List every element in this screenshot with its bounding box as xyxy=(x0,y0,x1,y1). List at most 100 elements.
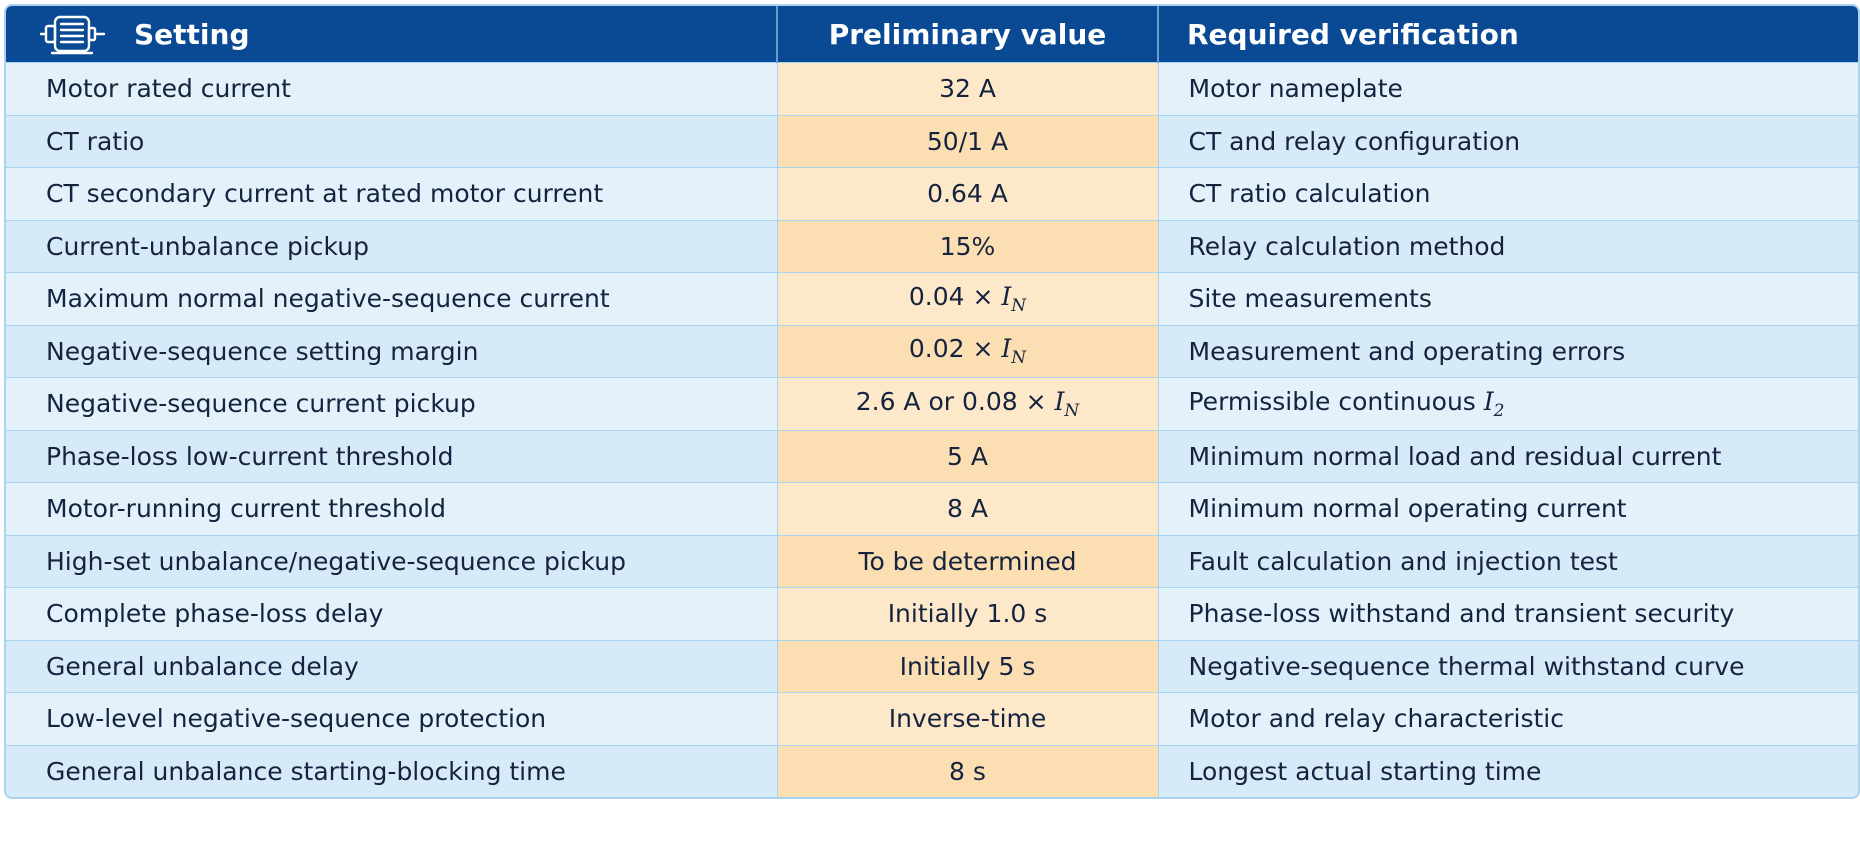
preliminary-value-text: 5 A xyxy=(947,441,988,471)
header-setting: Setting xyxy=(6,6,778,63)
preliminary-value-cell: 8 s xyxy=(777,744,1159,797)
preliminary-value-text: 50/1 A xyxy=(926,126,1009,156)
verification-text: Site measurements xyxy=(1188,284,1432,314)
preliminary-value-cell: Inverse-time xyxy=(777,692,1159,745)
setting-cell: Low-level negative-sequence protection xyxy=(6,692,778,745)
preliminary-value-cell: 0.04 × IN xyxy=(777,272,1159,325)
table-row: Motor rated current 32 A Motor nameplate xyxy=(6,62,1858,115)
verification-text: Minimum normal operating current xyxy=(1188,494,1627,524)
verification-text: Motor and relay characteristic xyxy=(1188,704,1564,734)
preliminary-value-cell: Initially 1.0 s xyxy=(777,587,1159,640)
verification-cell: Motor and relay characteristic xyxy=(1158,692,1858,745)
verification-text: CT and relay configuration xyxy=(1188,126,1521,156)
table-row: General unbalance delay Initially 5 s Nega… xyxy=(6,639,1858,693)
preliminary-value-text: 8 s xyxy=(949,756,986,786)
current-symbol-subscript: N xyxy=(1064,400,1080,421)
verification-text: Negative-sequence thermal withstand curv… xyxy=(1188,651,1745,681)
header-row: Setting Preliminary value Required verif… xyxy=(6,6,1858,63)
verification-cell: CT and relay configuration xyxy=(1158,114,1858,168)
verification-cell: Minimum normal operating current xyxy=(1158,482,1858,535)
setting-cell: CT secondary current at rated motor curr… xyxy=(6,167,778,220)
verification-cell: Measurement and operating errors xyxy=(1158,324,1858,378)
verification-cell: CT ratio calculation xyxy=(1158,167,1858,220)
verification-cell: Phase-loss withstand and transient secur… xyxy=(1158,587,1858,640)
setting-cell: High-set unbalance/negative-sequence pic… xyxy=(6,534,778,588)
preliminary-value-cell: 50/1 A xyxy=(777,114,1159,168)
setting-cell: Motor rated current xyxy=(6,62,778,115)
setting-cell: CT ratio xyxy=(6,114,778,168)
settings-table-container: Setting Preliminary value Required verif… xyxy=(4,4,1860,799)
verification-text: Permissible continuous xyxy=(1188,386,1484,416)
current-symbol: I2 xyxy=(1483,386,1505,421)
current-symbol-base: I xyxy=(1001,281,1012,311)
preliminary-value-cell: 15% xyxy=(777,219,1159,273)
preliminary-value-cell: 2.6 A or 0.08 × IN xyxy=(777,377,1159,430)
current-symbol-subscript: N xyxy=(1011,348,1027,369)
preliminary-value-text: Inverse-time xyxy=(888,704,1047,734)
current-symbol-base: I xyxy=(1054,386,1065,416)
header-setting-label: Setting xyxy=(134,17,250,51)
verification-text: Relay calculation method xyxy=(1188,231,1506,261)
setting-cell: General unbalance delay xyxy=(6,639,778,693)
motor-icon xyxy=(40,15,106,55)
table-row: Complete phase-loss delay Initially 1.0 s… xyxy=(6,587,1858,640)
verification-cell: Negative-sequence thermal withstand curv… xyxy=(1158,639,1858,693)
verification-cell: Site measurements xyxy=(1158,272,1858,325)
header-preliminary-value: Preliminary value xyxy=(777,6,1159,63)
setting-cell: Complete phase-loss delay xyxy=(6,587,778,640)
setting-cell: General unbalance starting-blocking time xyxy=(6,744,778,797)
preliminary-value-cell: 32 A xyxy=(777,62,1159,115)
current-symbol-subscript: N xyxy=(1011,295,1027,316)
preliminary-value-cell: 8 A xyxy=(777,482,1159,535)
setting-cell: Maximum normal negative-sequence current xyxy=(6,272,778,325)
preliminary-value-text: Initially 5 s xyxy=(899,651,1036,681)
current-symbol: IN xyxy=(1054,386,1080,421)
header-required-verification: Required verification xyxy=(1158,6,1858,63)
current-symbol: IN xyxy=(1001,334,1026,368)
setting-cell: Phase-loss low-current threshold xyxy=(6,429,778,483)
verification-text: CT ratio calculation xyxy=(1188,179,1431,209)
table-row: Current-unbalance pickup 15% Relay calcula… xyxy=(6,219,1858,273)
preliminary-value-text: 0.64 A xyxy=(927,179,1008,209)
table-row: CT secondary current at rated motor curr… xyxy=(6,167,1858,220)
table-row: Maximum normal negative-sequence current… xyxy=(6,272,1858,325)
preliminary-value-text: 0.04 × xyxy=(908,281,1002,311)
table-body: Motor rated current 32 A Motor nameplate CT… xyxy=(6,62,1858,797)
table-row: Negative-sequence setting margin 0.02 × I… xyxy=(6,324,1858,378)
table-row: CT ratio 50/1 A CT and relay configuration xyxy=(6,114,1858,168)
verification-cell: Fault calculation and injection test xyxy=(1158,534,1858,588)
verification-text: Phase-loss withstand and transient secur… xyxy=(1188,599,1735,629)
setting-cell: Negative-sequence current pickup xyxy=(6,377,778,430)
verification-text: Longest actual starting time xyxy=(1188,756,1542,786)
preliminary-value-text: 8 A xyxy=(947,494,988,524)
verification-cell: Motor nameplate xyxy=(1158,62,1858,115)
verification-text: Fault calculation and injection test xyxy=(1188,546,1618,576)
header-verification-label: Required verification xyxy=(1187,17,1519,51)
verification-text: Minimum normal load and residual current xyxy=(1188,441,1722,471)
preliminary-value-cell: 0.02 × IN xyxy=(777,324,1159,378)
table-row: Phase-loss low-current threshold 5 A Minim… xyxy=(6,429,1858,483)
current-symbol-subscript: 2 xyxy=(1493,400,1505,421)
setting-cell: Negative-sequence setting margin xyxy=(6,324,778,378)
preliminary-value-text: 2.6 A or 0.08 × xyxy=(855,386,1055,416)
table-row: General unbalance starting-blocking time… xyxy=(6,744,1858,797)
preliminary-value-text: To be determined xyxy=(858,546,1077,576)
table-row: Negative-sequence current pickup 2.6 A or… xyxy=(6,377,1858,430)
settings-table: Setting Preliminary value Required verif… xyxy=(6,6,1858,797)
verification-cell: Minimum normal load and residual current xyxy=(1158,429,1858,483)
current-symbol-base: I xyxy=(1483,386,1494,416)
preliminary-value-cell: 5 A xyxy=(777,429,1159,483)
preliminary-value-cell: To be determined xyxy=(777,534,1159,588)
preliminary-value-text: Initially 1.0 s xyxy=(887,599,1048,629)
setting-cell: Motor-running current threshold xyxy=(6,482,778,535)
current-symbol-base: I xyxy=(1001,334,1012,364)
verification-text: Measurement and operating errors xyxy=(1188,336,1626,366)
preliminary-value-text: 0.02 × xyxy=(908,334,1002,364)
verification-cell: Relay calculation method xyxy=(1158,219,1858,273)
table-row: Motor-running current threshold 8 A Minimu… xyxy=(6,482,1858,535)
verification-text: Motor nameplate xyxy=(1188,74,1403,104)
preliminary-value-cell: 0.64 A xyxy=(777,167,1159,220)
table-row: Low-level negative-sequence protection In… xyxy=(6,692,1858,745)
setting-cell: Current-unbalance pickup xyxy=(6,219,778,273)
table-row: High-set unbalance/negative-sequence pic… xyxy=(6,534,1858,588)
